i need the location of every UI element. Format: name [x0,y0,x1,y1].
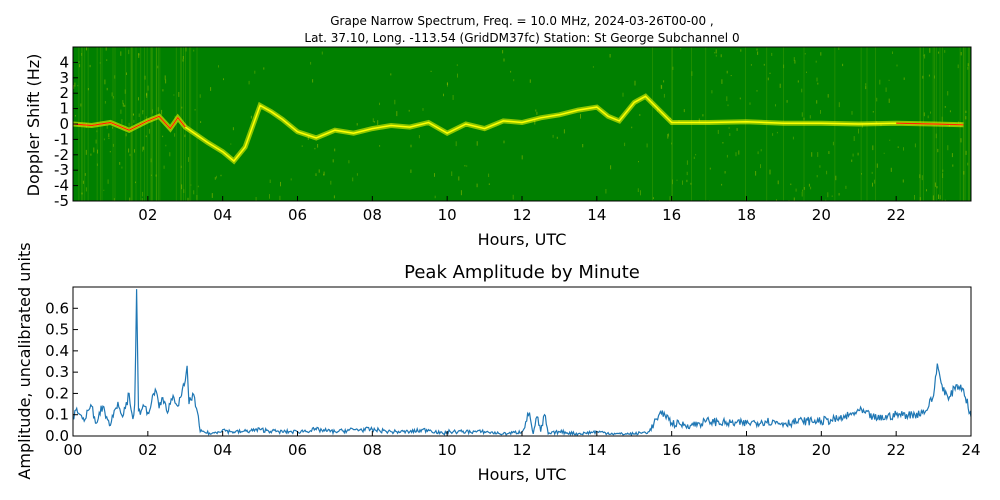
spectrogram-trace [73,93,964,165]
spectrogram-title-line1: Grape Narrow Spectrum, Freq. = 10.0 MHz,… [330,14,713,28]
amplitude-y-tick-label: 0.3 [45,363,69,381]
amplitude-x-tick-label: 02 [138,441,157,459]
spectrogram-y-tick-label: -3 [54,161,69,179]
amplitude-plot-area [73,287,971,436]
spectrogram-y-tick-label: -2 [54,146,69,164]
spectrogram-y-tick-label: -5 [54,192,69,210]
amplitude-x-tick-label: 10 [438,441,457,459]
amplitude-x-tick-label: 14 [587,441,606,459]
spectrogram-title-line2: Lat. 37.10, Long. -113.54 (GridDM37fc) S… [304,31,739,45]
amplitude-x-tick-label: 24 [961,441,980,459]
amplitude-y-tick-label: 0.0 [45,427,69,445]
amplitude-y-tick-label: 0.5 [45,321,69,339]
spectrogram-x-axis: 02 04 06 08 10 12 14 16 18 20 22 [138,196,906,224]
doppler-trace-peak-late [896,122,964,126]
amplitude-x-tick-label: 06 [288,441,307,459]
amplitude-x-tick-label: 18 [737,441,756,459]
amplitude-x-tick-label: 08 [363,441,382,459]
amplitude-y-tick-label: 0.6 [45,299,69,317]
spectrogram-y-tick-label: 0 [59,115,69,133]
spectrogram-x-tick-label: 20 [812,206,831,224]
amplitude-y-axis: 0.0 0.1 0.2 0.3 0.4 0.5 0.6 [45,299,78,445]
amplitude-x-axis-label: Hours, UTC [478,465,567,484]
spectrogram-x-tick-label: 18 [737,206,756,224]
spectrogram-y-tick-label: 1 [59,100,69,118]
spectrogram-x-tick-label: 16 [662,206,681,224]
spectrogram-y-tick-label: -4 [54,177,69,195]
spectrogram-y-tick-label: 2 [59,84,69,102]
amplitude-x-tick-label: 16 [662,441,681,459]
amplitude-y-tick-label: 0.4 [45,342,69,360]
amplitude-title: Peak Amplitude by Minute [404,262,640,283]
amplitude-x-tick-label: 22 [887,441,906,459]
spectrogram-y-axis-label: Doppler Shift (Hz) [24,54,43,197]
spectrogram-x-tick-label: 08 [363,206,382,224]
spectrogram-x-tick-label: 22 [887,206,906,224]
amplitude-x-axis: 00 02 04 06 08 10 12 14 16 18 20 22 24 [63,431,981,459]
spectrogram-x-tick-label: 12 [512,206,531,224]
amplitude-y-axis-label: Amplitude, uncalibrated units [15,242,34,479]
spectrogram-y-tick-label: 3 [59,69,69,87]
spectrogram-x-tick-label: 02 [138,206,157,224]
doppler-trace-peak-early [73,115,186,131]
amplitude-x-tick-label: 20 [812,441,831,459]
amplitude-x-tick-label: 00 [63,441,82,459]
spectrogram-x-tick-label: 10 [438,206,457,224]
amplitude-x-tick-label: 04 [213,441,232,459]
spectrogram-y-tick-label: -1 [54,130,69,148]
amplitude-y-tick-label: 0.2 [45,384,69,402]
spectrogram-x-axis-label: Hours, UTC [478,230,567,249]
spectrogram-x-tick-label: 14 [587,206,606,224]
spectrogram-y-tick-label: 4 [59,53,69,71]
amplitude-x-tick-label: 12 [512,441,531,459]
spectrogram-x-tick-label: 06 [288,206,307,224]
amplitude-y-tick-label: 0.1 [45,406,69,424]
spectrogram-x-tick-label: 04 [213,206,232,224]
